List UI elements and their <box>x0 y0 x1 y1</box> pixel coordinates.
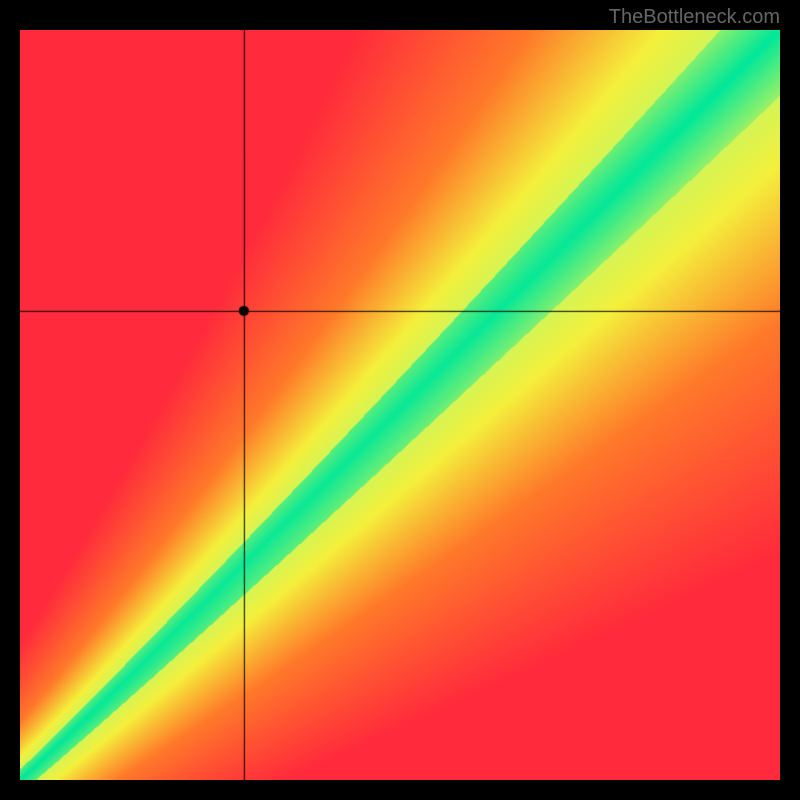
heatmap-canvas <box>20 30 780 780</box>
chart-container: TheBottleneck.com <box>0 0 800 800</box>
watermark-text: TheBottleneck.com <box>609 6 780 29</box>
heatmap-plot <box>20 30 780 780</box>
